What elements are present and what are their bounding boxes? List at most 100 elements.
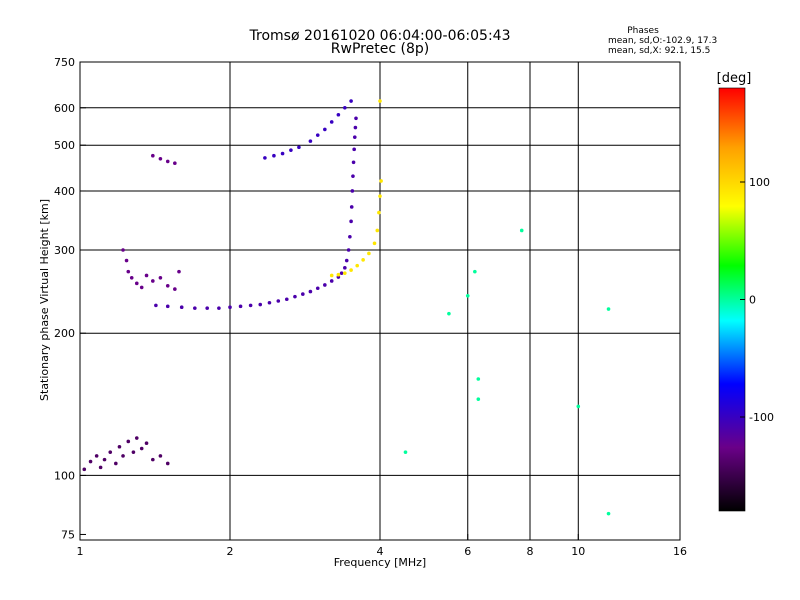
echo-point [308, 289, 313, 294]
phase-stats-heading: Phases [627, 26, 659, 36]
echo-point [465, 293, 470, 298]
echo-point [179, 305, 184, 310]
echo-point [379, 179, 383, 183]
echo-point [336, 112, 341, 117]
colorbar-ticks: 100 0 -100 [740, 176, 774, 424]
echo-point [165, 304, 170, 309]
colorbar-tick-label: 0 [749, 294, 756, 307]
echo-point [165, 283, 170, 288]
echo-point [297, 145, 301, 150]
y-tick-label: 600 [54, 102, 75, 115]
echo-point [351, 160, 356, 165]
phase-stats-o: mean, sd,O:-102.9, 17.3 [608, 36, 717, 46]
echo-point [343, 105, 347, 110]
y-tick-label: 200 [54, 327, 75, 340]
echo-point [238, 304, 243, 309]
echo-point [177, 269, 181, 274]
echo-point [165, 159, 170, 164]
echo-point [98, 465, 103, 470]
echo-point [248, 303, 253, 308]
echo-point [375, 228, 380, 233]
y-axis-label: Stationary phase Virtual Height [km] [38, 199, 51, 401]
y-tick-label: 400 [54, 185, 75, 198]
echo-point [576, 404, 581, 409]
echo-point [121, 454, 125, 458]
chart-subtitle: RwPretec (8p) [331, 41, 429, 57]
echo-point [339, 271, 344, 275]
echo-point [519, 228, 524, 233]
echo-point [351, 174, 355, 178]
echo-point [289, 148, 293, 152]
echo-point [353, 125, 358, 130]
echo-point [378, 194, 382, 198]
echo-point [217, 306, 221, 310]
echo-point [329, 273, 334, 278]
echo-point [276, 299, 281, 303]
colorbar-label: [deg] [717, 71, 752, 86]
echo-point [315, 133, 320, 137]
echo-point [144, 441, 149, 446]
echo-point [267, 300, 272, 305]
echo-point [139, 285, 144, 290]
echo-point [284, 297, 289, 302]
y-tick-label: 75 [61, 528, 75, 541]
echo-point [346, 248, 351, 252]
echo-point [139, 446, 144, 451]
echo-point [280, 151, 285, 156]
echo-point [606, 511, 611, 516]
echo-point [131, 450, 136, 454]
echo-point [348, 234, 352, 239]
echo-point [377, 210, 381, 215]
echo-point [258, 302, 263, 307]
echo-point [82, 467, 87, 472]
echo-point [367, 251, 371, 256]
echo-point [151, 153, 155, 158]
colorbar-tick-label: -100 [749, 411, 774, 424]
echo-point [134, 436, 139, 440]
echo-point [350, 189, 355, 193]
echo-point [308, 139, 313, 143]
echo-point [117, 444, 122, 449]
colorbar [718, 87, 746, 512]
echo-point [352, 135, 357, 139]
echo-point [158, 454, 163, 458]
echo-point [134, 281, 139, 286]
x-tick-label: 1 [77, 545, 84, 558]
echo-point [349, 219, 353, 224]
echo-point [102, 457, 107, 462]
echo-point [228, 305, 232, 310]
phase-stats-x: mean, sd,X: 92.1, 15.5 [608, 46, 710, 56]
echo-point [126, 439, 131, 444]
echo-point [343, 271, 347, 275]
echo-point [378, 99, 382, 103]
echo-point [165, 461, 170, 466]
echo-point [315, 286, 320, 291]
chart-title: Tromsø 20161020 06:04:00-06:05:43 [249, 28, 511, 44]
echo-point [349, 99, 353, 103]
echo-point [158, 156, 163, 161]
echo-point [403, 450, 408, 454]
echo-point [323, 127, 327, 132]
echo-point [124, 258, 129, 263]
echo-point [272, 153, 276, 158]
x-tick-label: 8 [527, 545, 534, 558]
echo-point [336, 272, 341, 277]
echo-point [205, 306, 209, 310]
echo-point [323, 283, 327, 287]
echo-point [144, 273, 149, 278]
echo-point [193, 306, 197, 310]
echo-point [154, 303, 158, 308]
echo-point [129, 275, 134, 280]
y-tick-label: 750 [54, 56, 75, 69]
x-tick-label: 2 [227, 545, 234, 558]
grid-layer [80, 62, 680, 540]
y-tick-label: 300 [54, 244, 75, 257]
echo-point [447, 311, 451, 316]
echo-point [114, 461, 118, 466]
echo-point [263, 156, 267, 160]
echo-point [476, 377, 481, 381]
echo-point [293, 294, 297, 299]
x-tick-label: 16 [673, 545, 687, 558]
echo-point [355, 263, 359, 268]
